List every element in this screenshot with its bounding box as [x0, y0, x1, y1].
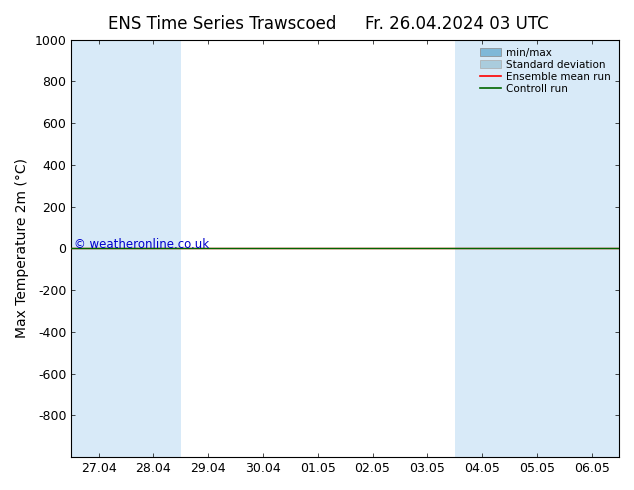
Text: Fr. 26.04.2024 03 UTC: Fr. 26.04.2024 03 UTC: [365, 15, 548, 33]
Bar: [71, 40, 126, 457]
Legend: min/max, Standard deviation, Ensemble mean run, Controll run: min/max, Standard deviation, Ensemble me…: [477, 45, 614, 98]
Bar: [126, 40, 181, 457]
Text: © weatheronline.co.uk: © weatheronline.co.uk: [74, 238, 209, 251]
Bar: [564, 40, 619, 457]
Bar: [455, 40, 510, 457]
Text: ENS Time Series Trawscoed: ENS Time Series Trawscoed: [108, 15, 336, 33]
Bar: [510, 40, 564, 457]
Y-axis label: Max Temperature 2m (°C): Max Temperature 2m (°C): [15, 158, 29, 339]
